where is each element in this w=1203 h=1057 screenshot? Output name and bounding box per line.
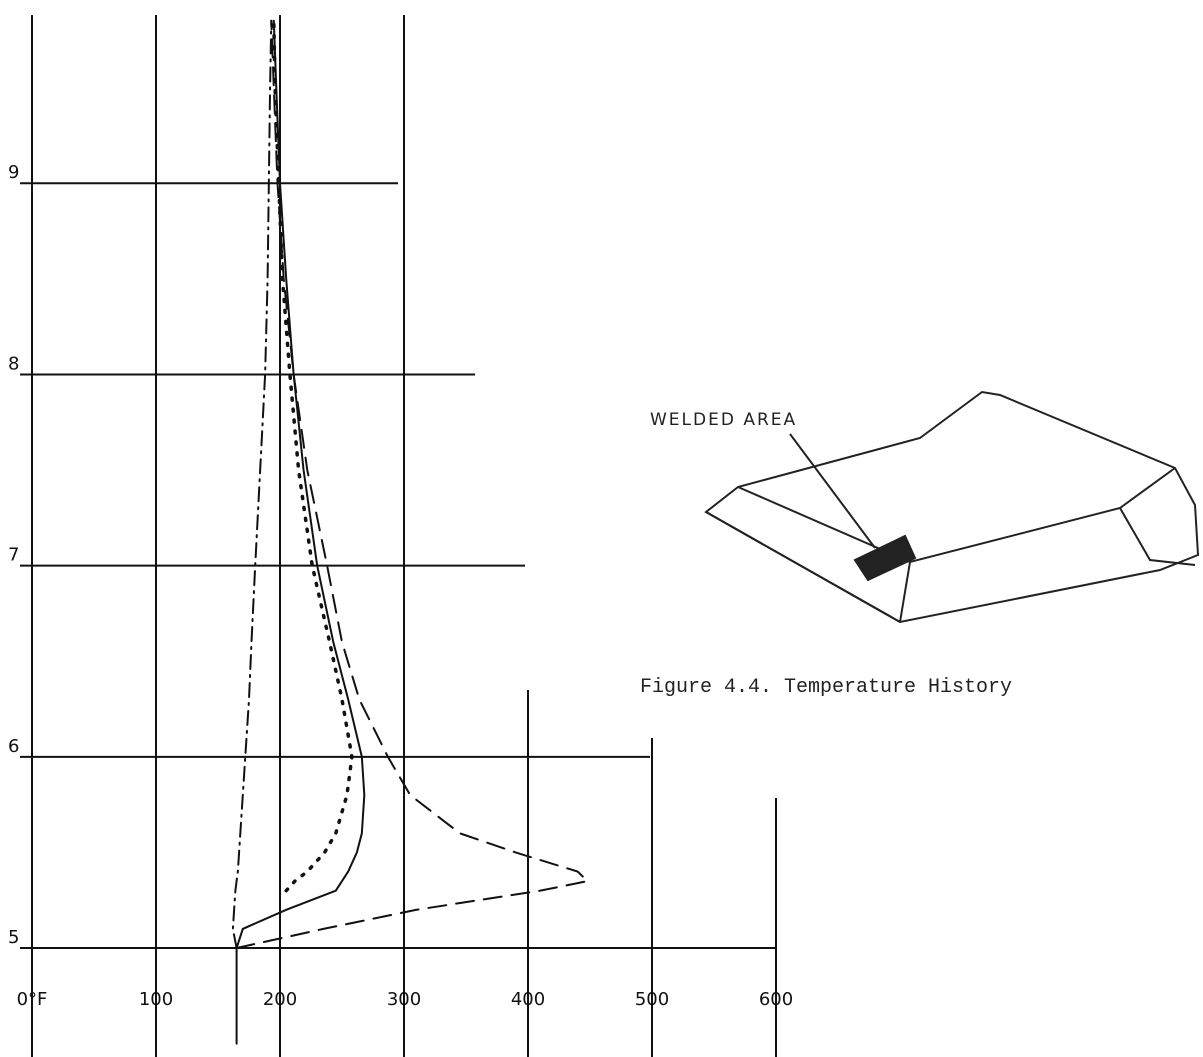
series-line (235, 19, 590, 950)
x-tick-label: 400 (511, 989, 545, 1010)
y-tick-label: 6 (8, 736, 19, 757)
x-tick-label: 600 (759, 989, 793, 1010)
y-tick-label: 5 (8, 927, 19, 948)
caption: Figure 4.4. Temperature History (640, 676, 1012, 699)
series-line (231, 19, 273, 950)
x-tick-label: 200 (263, 989, 297, 1010)
y-tick-label: 8 (8, 353, 19, 374)
annotation: WELDED AREA (650, 410, 797, 430)
x-tick-label: 0°F (17, 989, 48, 1010)
series-line (272, 18, 354, 893)
series-line (235, 19, 366, 1045)
x-tick-label: 300 (387, 989, 421, 1010)
part-sketch (704, 390, 1200, 624)
x-tick-label: 100 (139, 989, 173, 1010)
y-tick-label: 7 (8, 545, 19, 566)
x-tick-label: 500 (635, 989, 669, 1010)
y-tick-label: 9 (8, 162, 19, 183)
